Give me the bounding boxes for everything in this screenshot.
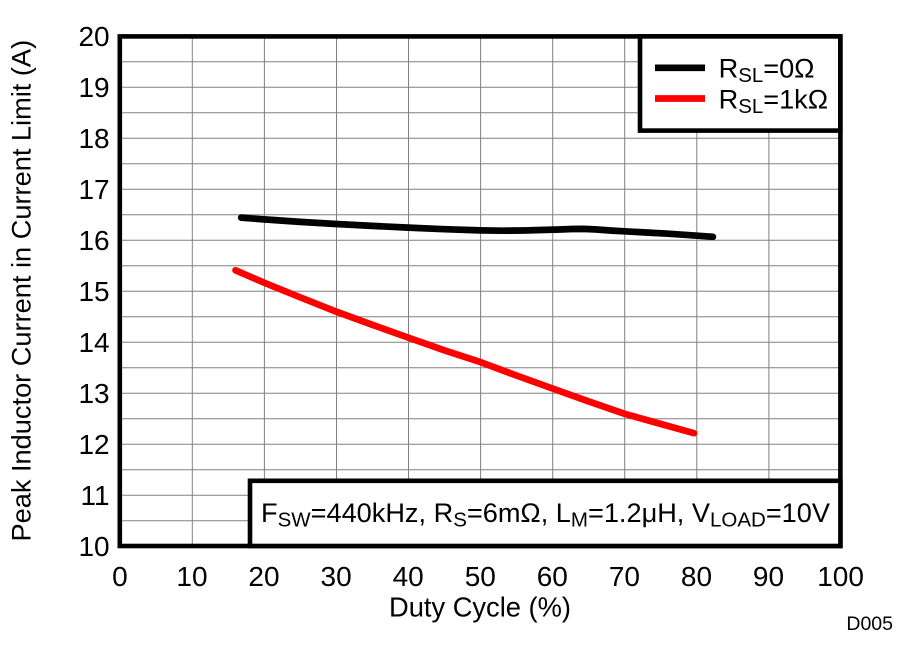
svg-text:17: 17 <box>78 174 109 205</box>
svg-text:D005: D005 <box>846 613 893 635</box>
svg-text:20: 20 <box>78 21 109 52</box>
svg-text:13: 13 <box>78 378 109 409</box>
svg-text:60: 60 <box>537 561 568 592</box>
svg-text:Duty Cycle (%): Duty Cycle (%) <box>389 592 571 623</box>
svg-text:70: 70 <box>609 561 640 592</box>
svg-text:30: 30 <box>321 561 352 592</box>
svg-text:RSL=0Ω: RSL=0Ω <box>719 53 815 88</box>
svg-text:50: 50 <box>465 561 496 592</box>
svg-text:80: 80 <box>681 561 712 592</box>
svg-text:15: 15 <box>78 276 109 307</box>
svg-text:100: 100 <box>817 561 864 592</box>
svg-text:19: 19 <box>78 72 109 103</box>
svg-text:18: 18 <box>78 123 109 154</box>
svg-text:16: 16 <box>78 225 109 256</box>
svg-text:RSL=1kΩ: RSL=1kΩ <box>719 83 829 118</box>
svg-text:12: 12 <box>78 429 109 460</box>
svg-text:40: 40 <box>393 561 424 592</box>
svg-text:11: 11 <box>81 480 110 511</box>
svg-text:90: 90 <box>753 561 784 592</box>
svg-text:14: 14 <box>78 327 109 358</box>
svg-text:10: 10 <box>176 561 207 592</box>
svg-text:Peak Inductor Current in Curre: Peak Inductor Current in Current Limit (… <box>6 40 37 542</box>
svg-text:0: 0 <box>112 561 128 592</box>
svg-text:10: 10 <box>78 531 109 562</box>
svg-text:20: 20 <box>248 561 279 592</box>
